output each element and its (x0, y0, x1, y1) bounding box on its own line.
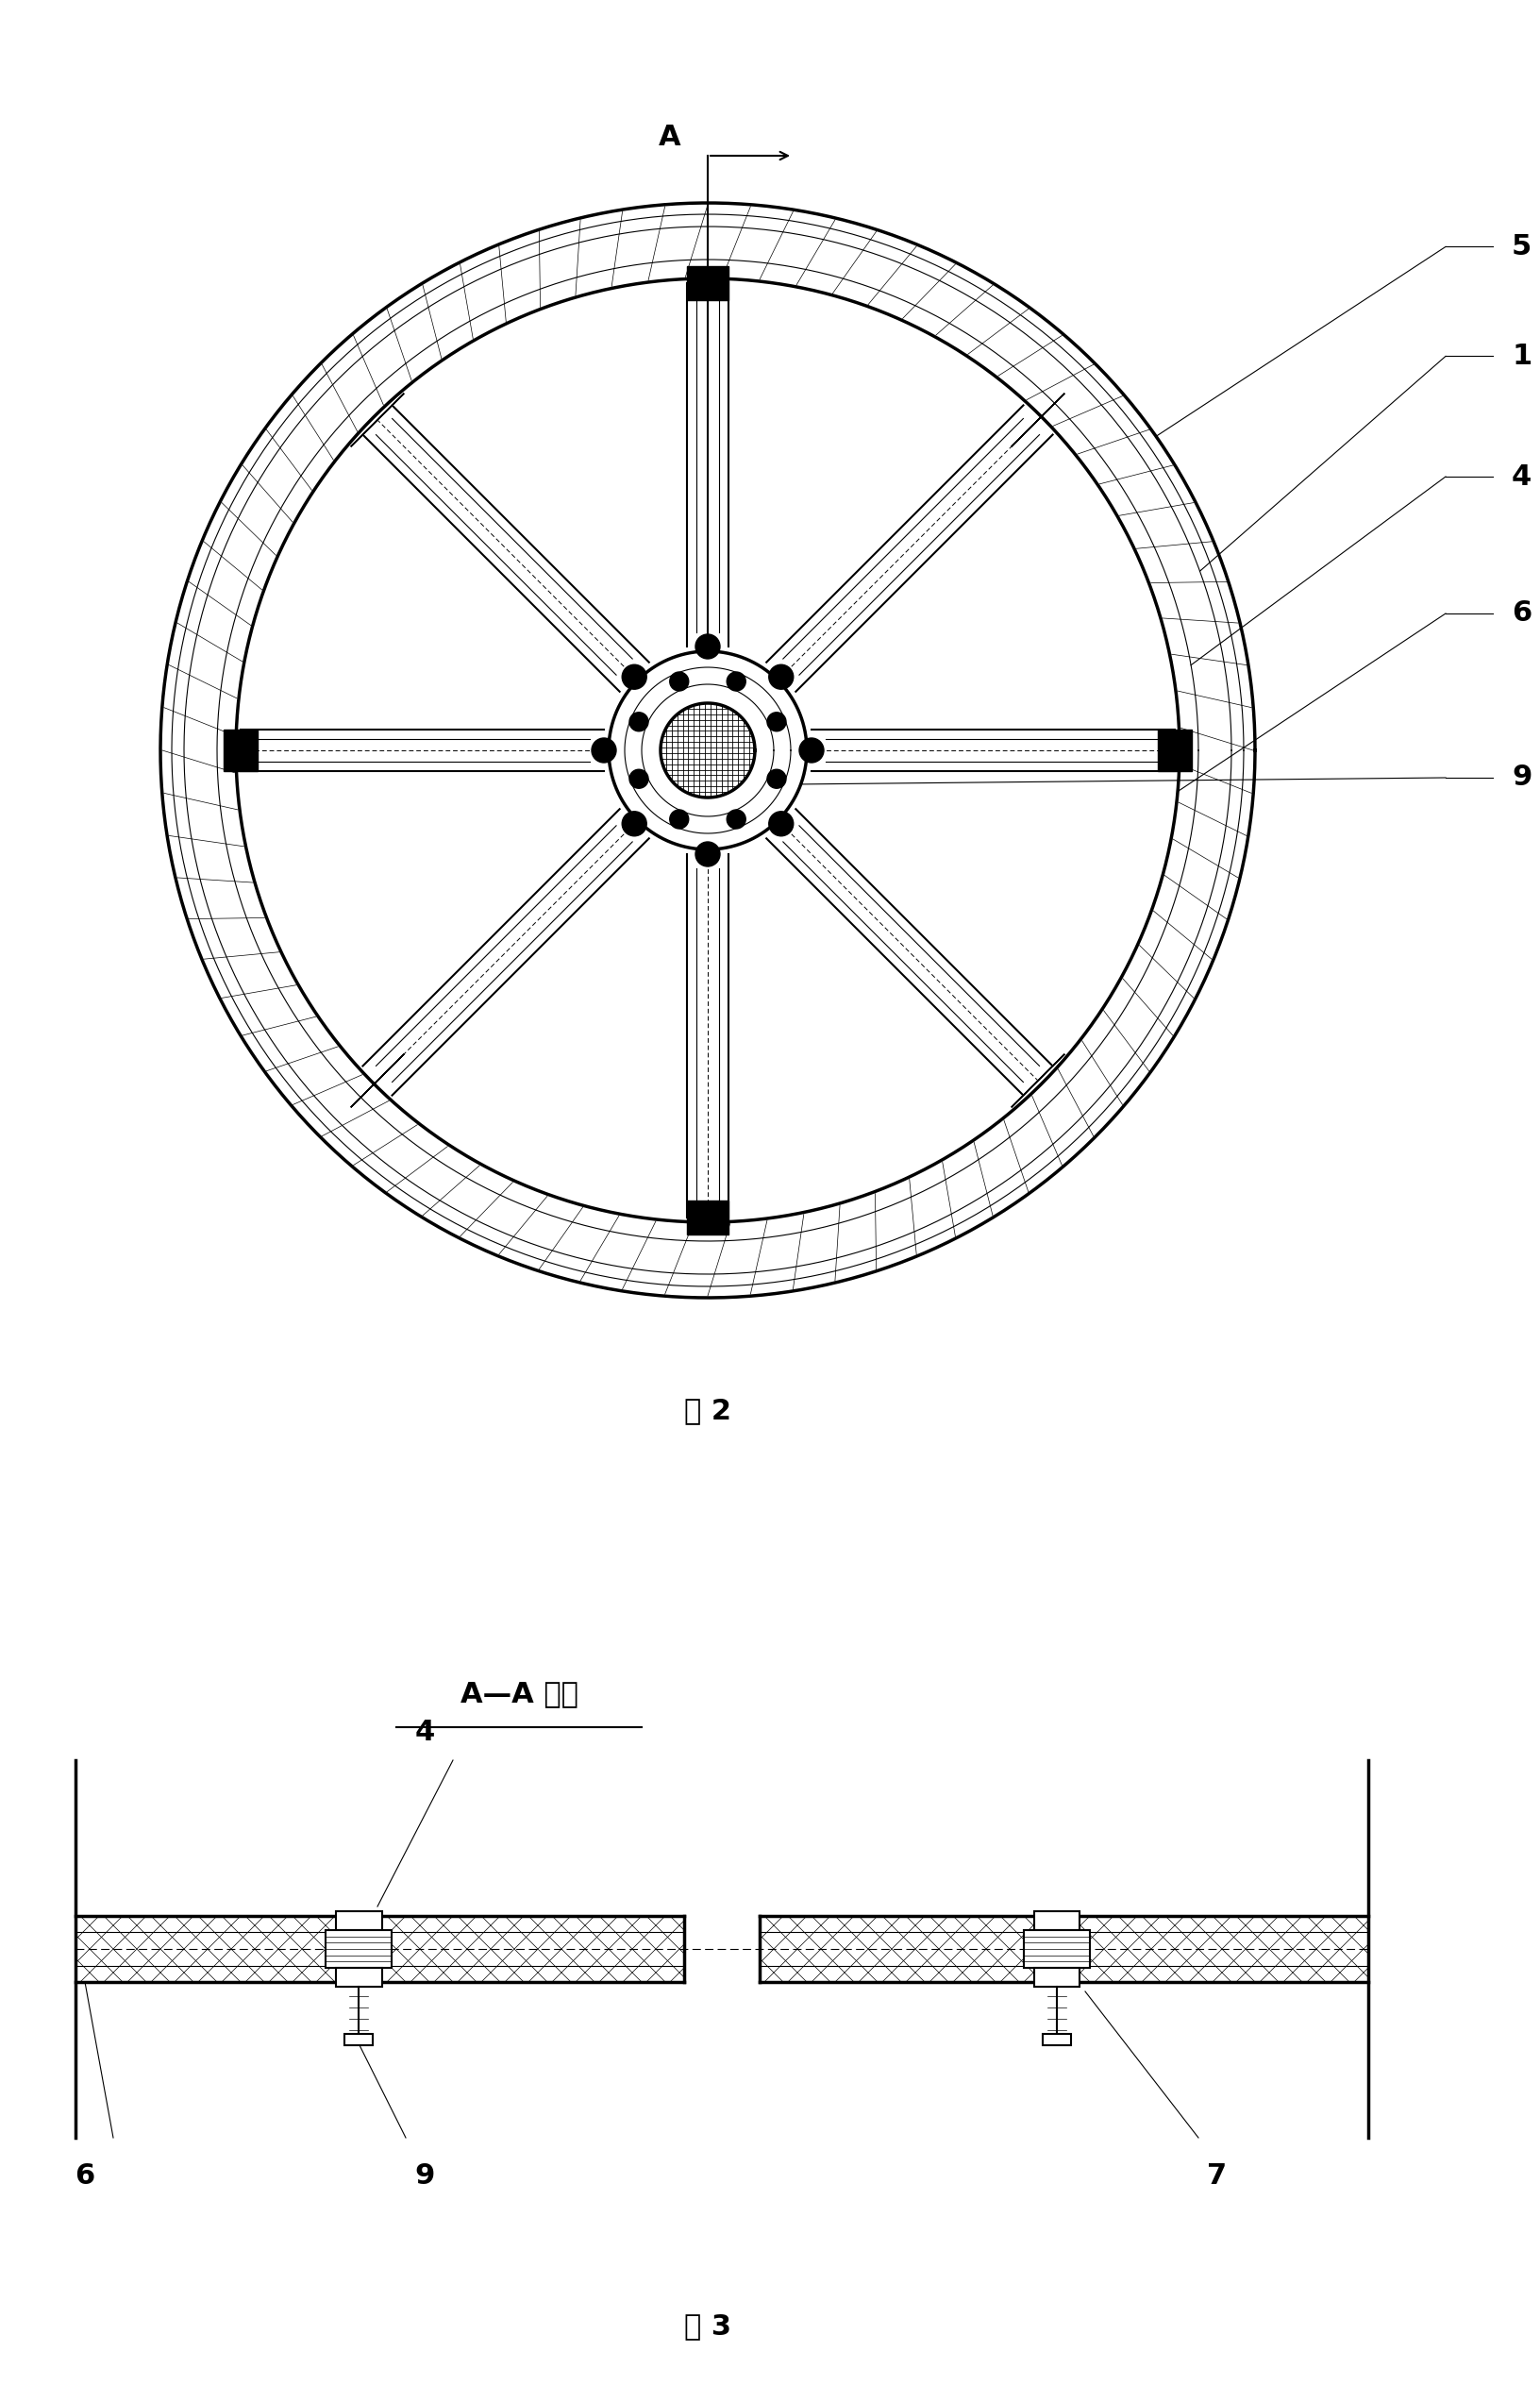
Circle shape (591, 737, 616, 761)
Circle shape (768, 665, 793, 689)
Polygon shape (687, 267, 728, 300)
Circle shape (767, 769, 785, 788)
Text: 9: 9 (414, 2162, 434, 2188)
Circle shape (727, 809, 745, 829)
Text: 5: 5 (1512, 233, 1532, 259)
Polygon shape (1033, 1967, 1080, 1986)
Polygon shape (687, 1201, 728, 1235)
Circle shape (670, 673, 688, 692)
Polygon shape (223, 730, 257, 771)
Polygon shape (345, 2034, 373, 2044)
Polygon shape (1024, 1931, 1090, 1967)
Polygon shape (336, 1967, 382, 1986)
Text: A—A 截横: A—A 截横 (460, 1681, 578, 1708)
Circle shape (622, 812, 647, 836)
Text: 1: 1 (1512, 343, 1532, 370)
Circle shape (622, 665, 647, 689)
Polygon shape (336, 1912, 382, 1931)
Circle shape (696, 841, 721, 867)
Polygon shape (351, 394, 403, 447)
Circle shape (768, 812, 793, 836)
Polygon shape (325, 1931, 391, 1967)
Text: 4: 4 (414, 1717, 434, 1746)
Text: 6: 6 (75, 2162, 95, 2188)
Text: A: A (659, 123, 681, 151)
Polygon shape (1158, 730, 1192, 771)
Circle shape (727, 673, 745, 692)
Circle shape (630, 769, 648, 788)
Text: 图 2: 图 2 (684, 1398, 732, 1424)
Circle shape (767, 713, 785, 730)
Text: 7: 7 (1207, 2162, 1227, 2188)
Text: 9: 9 (1512, 764, 1532, 790)
Circle shape (799, 737, 824, 761)
Text: 4: 4 (1512, 464, 1532, 490)
Polygon shape (1012, 394, 1064, 447)
Polygon shape (1033, 1912, 1080, 1931)
Polygon shape (351, 1054, 403, 1107)
Circle shape (630, 713, 648, 730)
Text: 图 3: 图 3 (684, 2313, 732, 2340)
Circle shape (670, 809, 688, 829)
Polygon shape (1012, 1054, 1064, 1107)
Text: 6: 6 (1512, 600, 1532, 627)
Polygon shape (1043, 2034, 1070, 2044)
Circle shape (696, 634, 721, 658)
